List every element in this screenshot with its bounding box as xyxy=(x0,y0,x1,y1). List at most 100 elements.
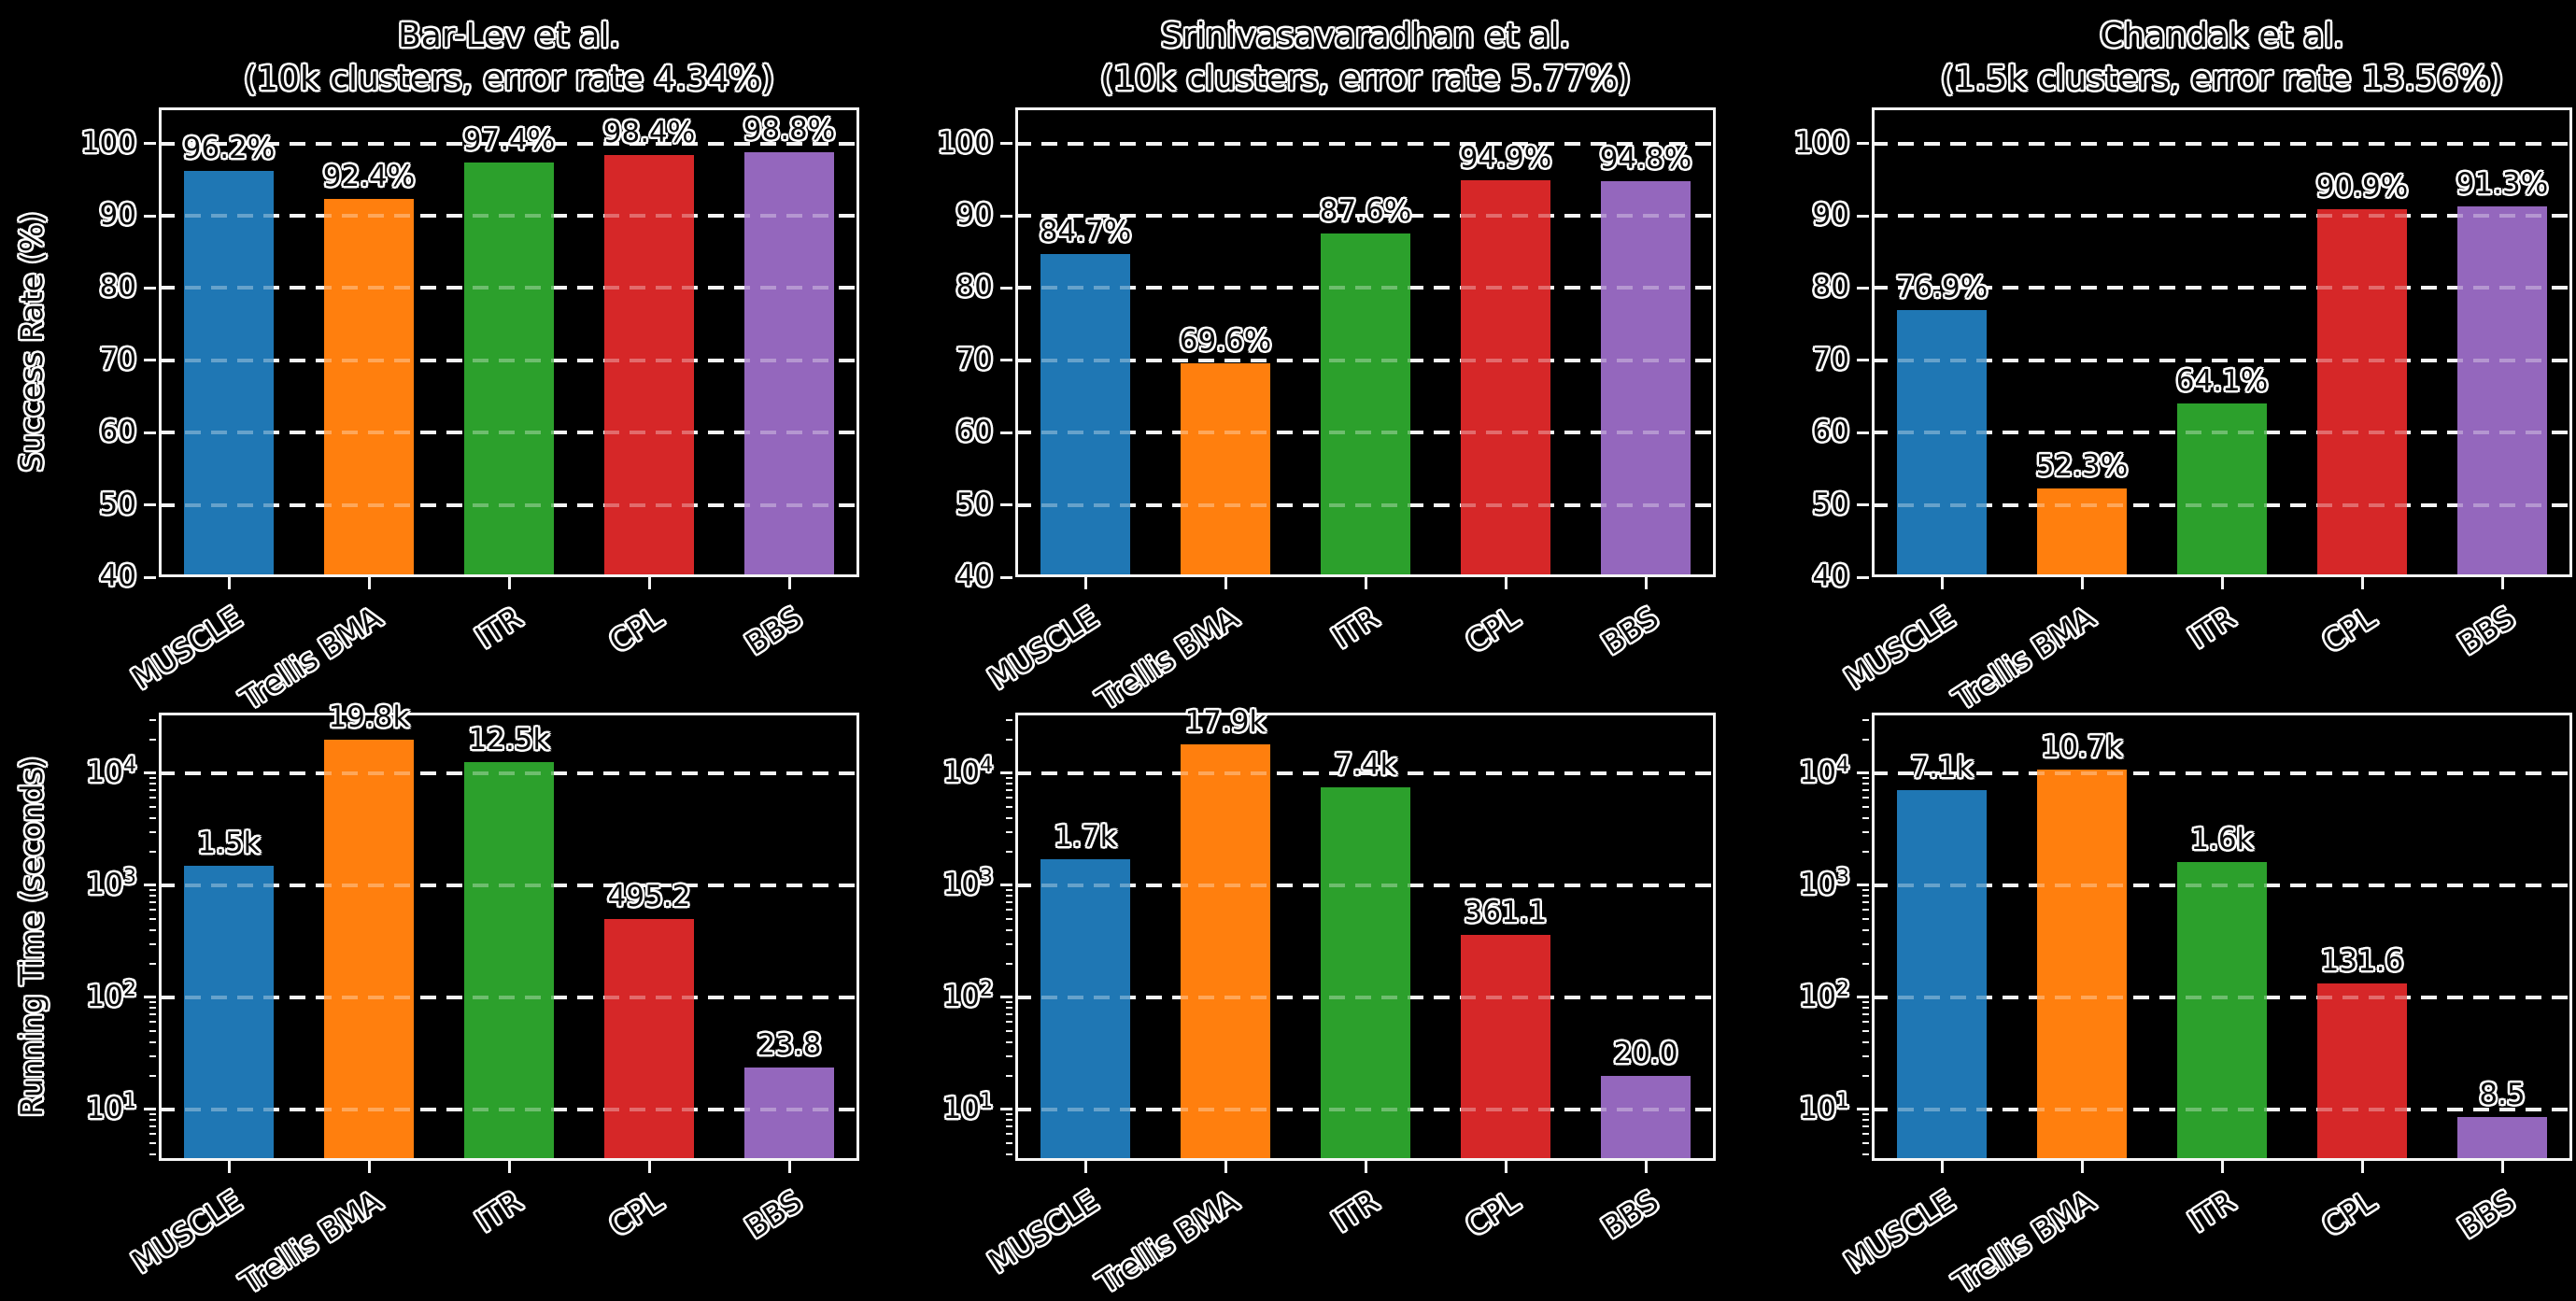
bar-value-label: 131.6 xyxy=(2320,944,2404,979)
y-minor-tick-mark xyxy=(1006,1153,1012,1155)
bar-value-label: 98.8% xyxy=(743,112,836,147)
bar-trellis-bma xyxy=(324,198,414,577)
gridline xyxy=(1872,1107,2572,1111)
bar-value-label: 90.9% xyxy=(2315,170,2409,205)
bar-value-label: 84.7% xyxy=(1039,215,1132,249)
gridline xyxy=(1872,214,2572,219)
bar-cpl xyxy=(604,919,694,1161)
x-tick-label-itr: ITR xyxy=(469,1183,529,1239)
bar-value-label: 1.6k xyxy=(2190,823,2254,857)
y-tick-mark xyxy=(1857,286,1869,290)
gridline xyxy=(1015,1107,1716,1111)
y-minor-tick-mark xyxy=(1862,1001,1869,1004)
y-minor-tick-mark xyxy=(1862,1133,1869,1136)
gridline xyxy=(159,214,859,219)
x-tick-label-bbs: BBS xyxy=(739,1183,809,1246)
y-tick-label: 104 xyxy=(942,753,993,789)
y-minor-tick-mark xyxy=(1862,797,1869,799)
y-tick-mark xyxy=(1000,771,1012,775)
gridline xyxy=(1015,502,1716,507)
x-tick-label-cpl: CPL xyxy=(1459,1183,1525,1244)
chart-running-time-chandak: 101 102 103 104 7.1k MUSCLE 10.7k Trellis BMA 1.… xyxy=(1800,713,2572,1301)
y-minor-tick-mark xyxy=(1006,738,1012,741)
gridline xyxy=(159,1107,859,1111)
y-tick-mark xyxy=(1857,142,1869,146)
x-tick-label-muscle: MUSCLE xyxy=(125,600,248,697)
x-tick-label-cpl: CPL xyxy=(602,1183,669,1244)
chart-title: Chandak et al. xyxy=(2100,17,2344,55)
gridline xyxy=(159,431,859,435)
y-tick-mark xyxy=(1000,142,1012,146)
gridline xyxy=(1872,286,2572,290)
y-tick-mark xyxy=(1000,884,1012,887)
y-tick-mark xyxy=(1857,503,1869,507)
y-tick-mark xyxy=(144,286,156,290)
y-minor-tick-mark xyxy=(149,942,156,945)
gridline xyxy=(1015,141,1716,146)
x-tick-label-trellis-bma: Trellis BMA xyxy=(1946,600,2102,717)
chart-title-block-chandak: Chandak et al. (1.5k clusters, error rat… xyxy=(1848,15,2576,101)
y-tick-mark xyxy=(144,142,156,146)
y-minor-tick-mark xyxy=(1862,1007,1869,1010)
y-tick-label: 90 xyxy=(1812,198,1849,233)
y-minor-tick-mark xyxy=(149,718,156,721)
y-tick-label: 70 xyxy=(99,342,136,376)
x-tick-mark xyxy=(787,577,791,589)
y-tick-label: 50 xyxy=(99,487,136,521)
x-tick-label-itr: ITR xyxy=(2182,600,2242,656)
y-minor-tick-mark xyxy=(1862,917,1869,920)
x-tick-mark xyxy=(507,1161,511,1173)
bar-trellis-bma xyxy=(2037,488,2127,577)
y-minor-tick-mark xyxy=(1862,816,1869,819)
y-tick-mark xyxy=(144,771,156,775)
x-tick-label-muscle: MUSCLE xyxy=(1838,1183,1961,1280)
y-tick-label: 103 xyxy=(86,865,136,901)
x-tick-mark xyxy=(1940,577,1944,589)
y-minor-tick-mark xyxy=(1006,909,1012,912)
y-minor-tick-mark xyxy=(149,1021,156,1024)
y-minor-tick-mark xyxy=(1006,901,1012,904)
y-minor-tick-mark xyxy=(1862,777,1869,780)
y-minor-tick-mark xyxy=(1006,830,1012,833)
chart-success-rate-chandak: 40 50 60 70 80 90 100 76.9% MUSCLE 52.3% Trellis B… xyxy=(1794,107,2572,717)
bar-value-label: 69.6% xyxy=(1179,323,1272,358)
gridline xyxy=(159,141,859,146)
y-tick-label: 100 xyxy=(80,125,136,160)
y-minor-tick-mark xyxy=(149,1074,156,1077)
x-tick-mark xyxy=(2360,577,2364,589)
y-minor-tick-mark xyxy=(1006,1029,1012,1032)
y-minor-tick-mark xyxy=(1006,1119,1012,1122)
y-minor-tick-mark xyxy=(149,1013,156,1016)
bar-bbs xyxy=(744,151,834,577)
y-tick-label: 50 xyxy=(955,487,993,521)
y-minor-tick-mark xyxy=(1006,1133,1012,1136)
y-minor-tick-mark xyxy=(1006,718,1012,721)
x-tick-label-muscle: MUSCLE xyxy=(1838,600,1961,697)
y-tick-mark xyxy=(1857,771,1869,775)
bar-muscle xyxy=(1897,310,1987,577)
bar-itr xyxy=(464,762,554,1161)
bar-value-label: 19.8k xyxy=(328,700,410,735)
y-tick-label: 40 xyxy=(955,559,993,593)
bar-muscle xyxy=(184,865,274,1161)
y-minor-tick-mark xyxy=(1006,816,1012,819)
gridline xyxy=(159,883,859,887)
y-minor-tick-mark xyxy=(149,1007,156,1010)
x-tick-label-itr: ITR xyxy=(1325,1183,1385,1239)
bar-value-label: 10.7k xyxy=(2041,730,2123,765)
y-tick-mark xyxy=(1857,431,1869,434)
gridline xyxy=(1872,286,2572,290)
gridline xyxy=(159,502,859,507)
x-tick-mark xyxy=(2220,577,2224,589)
bar-muscle xyxy=(1040,859,1130,1161)
x-tick-mark xyxy=(647,1161,651,1173)
bar-value-label: 17.9k xyxy=(1184,705,1267,740)
y-tick-mark xyxy=(144,503,156,507)
y-minor-tick-mark xyxy=(149,1001,156,1004)
y-minor-tick-mark xyxy=(1862,1074,1869,1077)
y-tick-label: 102 xyxy=(942,977,993,1013)
y-tick-label: 101 xyxy=(942,1089,993,1125)
y-minor-tick-mark xyxy=(1006,1054,1012,1057)
gridline xyxy=(1015,995,1716,999)
